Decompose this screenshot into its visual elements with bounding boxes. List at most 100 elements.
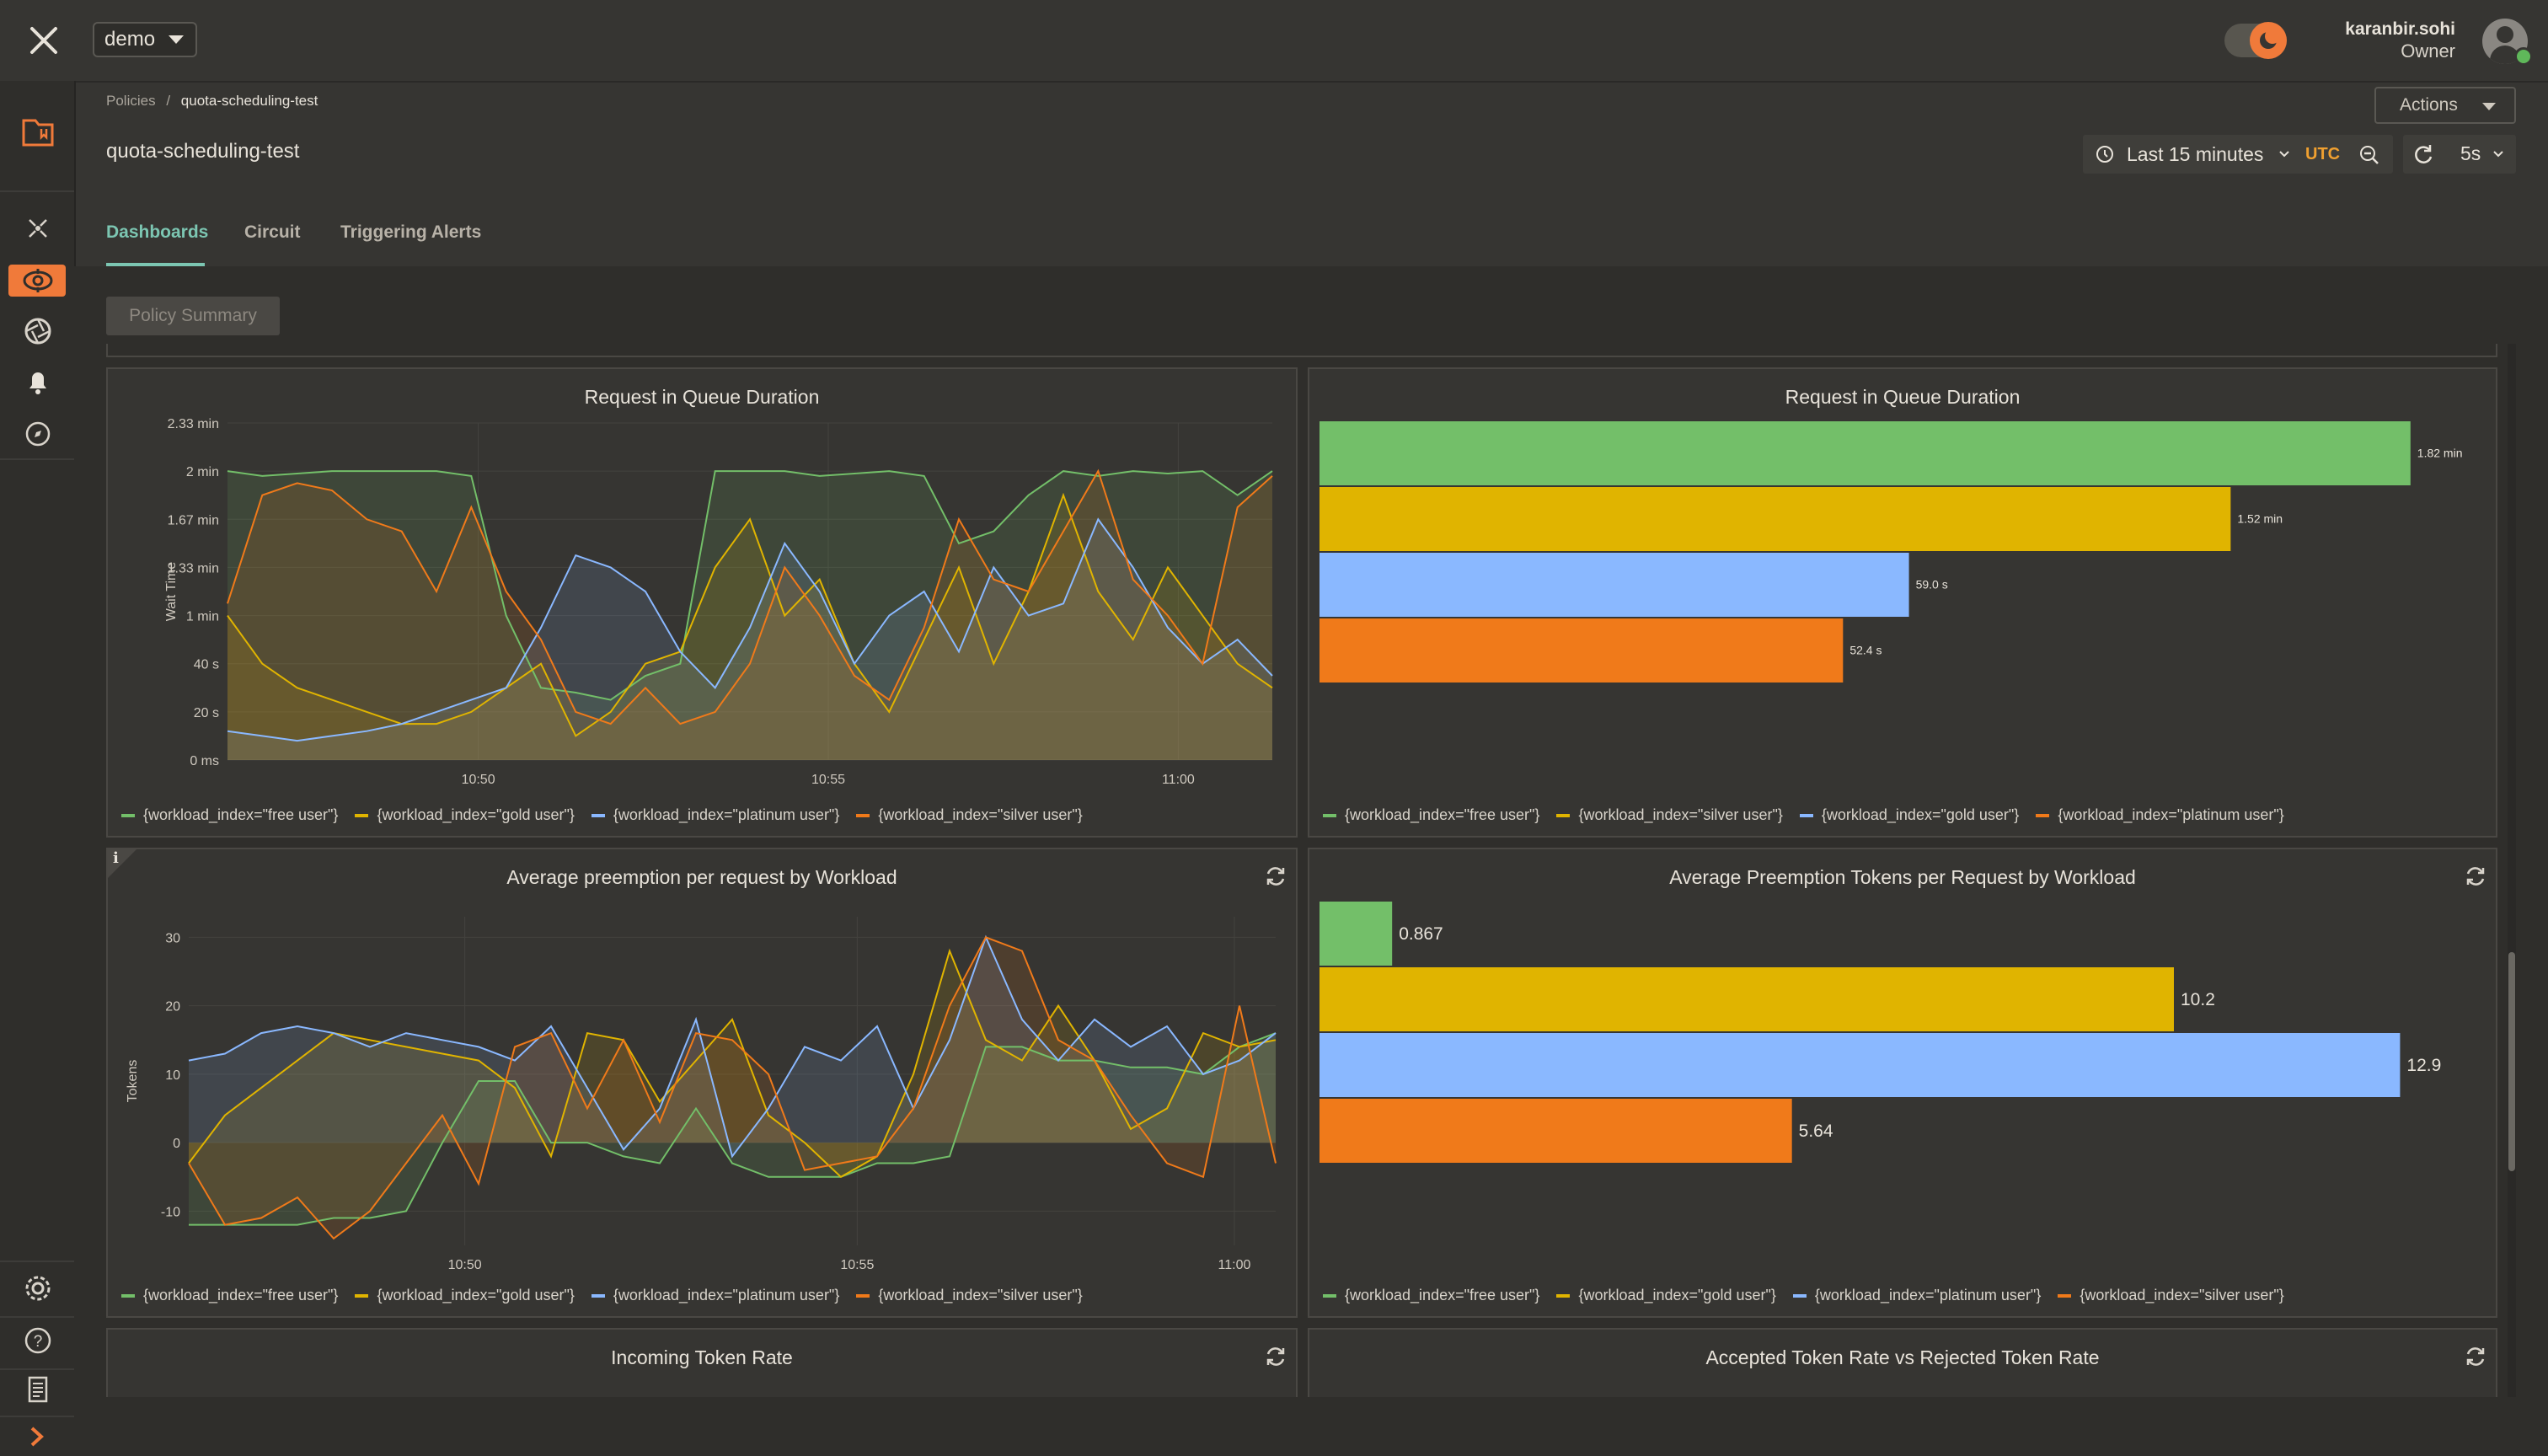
breadcrumb-parent[interactable]: Policies (106, 93, 156, 109)
close-icon[interactable] (25, 22, 62, 59)
chart-preemption-bar: 0.867 10.2 12.9 5.64 (1320, 902, 2441, 1163)
panel-preemption-timeseries: i Average preemption per request by Work… (106, 848, 1298, 1318)
org-select-value: demo (104, 28, 156, 51)
bell-icon[interactable] (20, 364, 56, 399)
bar (1320, 1099, 1792, 1163)
time-range-picker[interactable]: Last 15 minutes UTC (2083, 135, 2393, 174)
breadcrumb: Policies / quota-scheduling-test (106, 93, 318, 110)
series-line (188, 934, 1277, 1159)
y-tick-label: 30 (165, 931, 180, 945)
page-title: quota-scheduling-test (106, 140, 300, 163)
series-area (189, 937, 1276, 1239)
legend-item[interactable]: {workload_index="platinum user"} (591, 1287, 839, 1304)
legend-item[interactable]: {workload_index="free user"} (1323, 806, 1539, 824)
x-tick-label: 10:50 (462, 773, 495, 787)
timezone-label[interactable]: UTC (2305, 144, 2341, 163)
panels-area: Request in Queue Duration 0 ms 20 s 40 s 1 … (106, 344, 2497, 1397)
panel-accepted-vs-rejected: Accepted Token Rate vs Rejected Token Ra… (1308, 1328, 2497, 1397)
legend-item[interactable]: {workload_index="free user"} (121, 1287, 338, 1304)
series-line (188, 936, 1277, 1240)
legend-item[interactable]: {workload_index="silver user"} (856, 1287, 1083, 1304)
gear-icon[interactable] (20, 1271, 56, 1306)
policy-summary-button[interactable]: Policy Summary (106, 297, 280, 335)
bar-value-label: 1.82 min (2417, 447, 2463, 460)
series-line (227, 470, 1273, 701)
legend-item[interactable]: {workload_index="platinum user"} (1792, 1287, 2041, 1304)
x-tick-label: 11:00 (1218, 1258, 1251, 1272)
chart-legend: {workload_index="free user"} {workload_i… (1323, 806, 2284, 824)
tab-triggering-alerts[interactable]: Triggering Alerts (340, 222, 482, 242)
series-line (227, 517, 1273, 742)
bar (1320, 618, 1844, 682)
theme-toggle[interactable] (2224, 22, 2287, 59)
chevron-down-icon (2279, 151, 2289, 158)
bar-value-label: 1.52 min (2237, 512, 2283, 526)
chevron-down-icon (169, 35, 184, 44)
tab-circuit[interactable]: Circuit (244, 222, 301, 242)
series-area (228, 471, 1272, 760)
legend-item[interactable]: {workload_index="gold user"} (355, 806, 575, 824)
moon-icon (2250, 22, 2287, 59)
legend-item[interactable]: {workload_index="silver user"} (856, 806, 1083, 824)
breadcrumb-separator: / (166, 93, 171, 109)
eye-target-icon[interactable] (20, 263, 56, 298)
compass-icon[interactable] (20, 416, 56, 452)
chevron-right-icon[interactable] (29, 1426, 46, 1452)
user-name: karanbir.sohi (2345, 19, 2455, 39)
series-area (189, 937, 1276, 1157)
legend-item[interactable]: {workload_index="free user"} (121, 806, 338, 824)
actions-button[interactable]: Actions (2374, 87, 2516, 124)
bar (1320, 553, 1909, 617)
panel-title: Request in Queue Duration (1785, 386, 2021, 408)
refresh-picker[interactable]: 5s (2403, 135, 2516, 174)
help-icon[interactable]: ? (20, 1323, 56, 1358)
legend-item[interactable]: {workload_index="gold user"} (1799, 806, 2019, 824)
legend-item[interactable]: {workload_index="platinum user"} (591, 806, 839, 824)
x-tick-label: 10:55 (840, 1258, 874, 1272)
legend-item[interactable]: {workload_index="gold user"} (1556, 1287, 1776, 1304)
legend-item[interactable]: {workload_index="silver user"} (2058, 1287, 2284, 1304)
panel-preemption-bar: Average Preemption Tokens per Request by… (1308, 848, 2497, 1318)
user-role: Owner (2401, 40, 2455, 62)
y-axis-label: Wait Time (164, 562, 179, 622)
folder-icon[interactable] (20, 115, 56, 150)
refresh-icon[interactable] (1264, 864, 1287, 892)
chart-queue-duration-bar: 1.82 min 1.52 min 59.0 s 52.4 s (1320, 421, 2463, 682)
bottom-gutter (74, 1397, 2548, 1456)
refresh-interval: 5s (2460, 142, 2481, 164)
scrollbar[interactable] (2508, 344, 2516, 1397)
bar (1320, 1033, 2401, 1097)
top-bar: demo karanbir.sohi Owner (0, 0, 2548, 83)
panel-incoming-token-rate: Incoming Token Rate (106, 1328, 1298, 1397)
series-area (189, 950, 1276, 1177)
docs-icon[interactable] (20, 1372, 56, 1407)
tab-dashboards[interactable]: Dashboards (106, 222, 209, 242)
legend-item[interactable]: {workload_index="platinum user"} (2036, 806, 2284, 824)
bar (1320, 421, 2411, 485)
bar-value-label: 0.867 (1399, 924, 1443, 944)
bar-value-label: 5.64 (1799, 1121, 1833, 1141)
bar (1320, 967, 2174, 1031)
chevron-down-icon (2482, 103, 2496, 110)
network-icon[interactable] (20, 211, 56, 246)
legend-item[interactable]: {workload_index="free user"} (1323, 1287, 1539, 1304)
legend-item[interactable]: {workload_index="gold user"} (355, 1287, 575, 1304)
org-select[interactable]: demo (93, 22, 197, 57)
clock-icon (2096, 146, 2113, 163)
info-icon[interactable]: i (108, 849, 136, 878)
breadcrumb-current: quota-scheduling-test (180, 93, 318, 109)
series-area (228, 471, 1272, 760)
refresh-icon[interactable] (2412, 142, 2435, 166)
refresh-icon[interactable] (2464, 1345, 2487, 1373)
refresh-icon[interactable] (2464, 864, 2487, 892)
aperture-icon[interactable] (20, 313, 56, 349)
legend-item[interactable]: {workload_index="silver user"} (1556, 806, 1783, 824)
refresh-icon[interactable] (1264, 1345, 1287, 1373)
x-tick-label: 10:55 (811, 773, 845, 787)
panel-title: Accepted Token Rate vs Rejected Token Ra… (1705, 1346, 2100, 1368)
panel-title: Incoming Token Rate (611, 1346, 793, 1368)
zoom-out-icon[interactable] (2358, 143, 2381, 167)
y-tick-label: -10 (161, 1205, 180, 1219)
scrollbar-thumb[interactable] (2508, 952, 2515, 1171)
chart-queue-duration-timeseries: 0 ms 20 s 40 s 1 min 1.33 min 1.67 min 2 min 2.… (164, 417, 1273, 787)
